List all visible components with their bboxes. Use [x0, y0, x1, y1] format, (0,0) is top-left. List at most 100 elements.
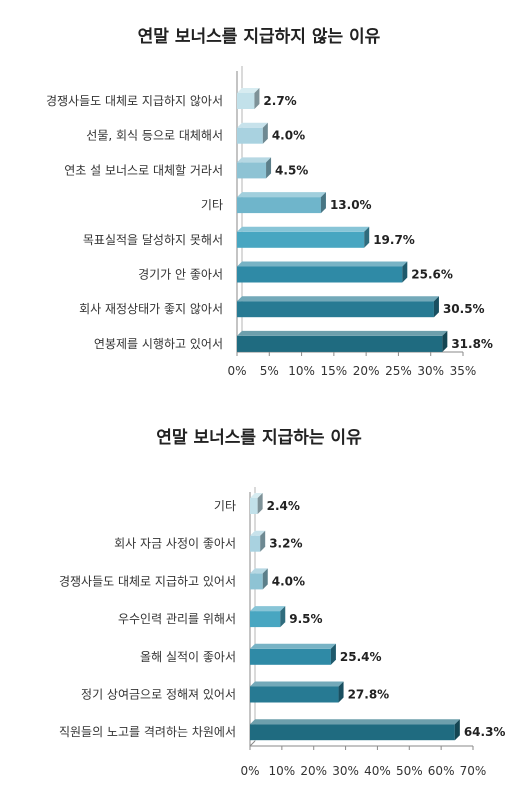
bar-front — [250, 724, 455, 741]
value-label: 30.5% — [443, 302, 485, 316]
bar-side — [254, 88, 260, 109]
x-tick-label: 25% — [385, 364, 412, 378]
bar — [250, 530, 266, 552]
bar-top — [237, 261, 408, 267]
bar — [237, 122, 268, 144]
category-label: 선물, 회식 등으로 대체해서 — [86, 129, 223, 143]
bar-top — [250, 493, 263, 498]
value-label: 2.4% — [267, 499, 300, 513]
x-tick-label: 35% — [450, 364, 477, 378]
category-label: 경쟁사들도 대체로 지급하고 있어서 — [59, 574, 236, 588]
x-tick-label: 20% — [300, 764, 327, 778]
category-label: 연초 설 보너스로 대체할 거라서 — [64, 163, 223, 177]
x-tick-label: 0% — [240, 764, 259, 778]
x-tick-label: 15% — [321, 364, 348, 378]
bar-side — [433, 296, 439, 318]
category-label: 회사 자금 사정이 좋아서 — [114, 537, 236, 551]
x-tick-label: 40% — [364, 764, 391, 778]
bar-front — [237, 197, 321, 214]
bar-top — [237, 296, 439, 302]
bar-side — [364, 226, 370, 248]
chart-2: 연말 보너스를 지급하는 이유 0% 10% 20% 30% 40% 50% 60% 70% 기타… — [59, 427, 506, 778]
bar — [237, 88, 260, 109]
value-label: 25.6% — [411, 268, 453, 282]
bar-side — [330, 643, 336, 665]
x-tick-label: 70% — [460, 764, 487, 778]
category-label: 연봉제를 시행하고 있어서 — [94, 336, 223, 351]
bar-top — [250, 568, 268, 574]
value-label: 3.2% — [269, 537, 302, 551]
bar-front — [237, 301, 434, 318]
value-label: 25.4% — [340, 650, 382, 664]
bar-top — [237, 88, 260, 93]
bar — [237, 261, 408, 283]
value-label: 64.3% — [464, 725, 506, 739]
value-label: 19.7% — [373, 233, 415, 247]
value-label: 27.8% — [348, 688, 390, 702]
bar-front — [250, 686, 339, 703]
value-label: 2.7% — [263, 94, 296, 108]
bar-top — [250, 530, 266, 536]
bar — [237, 226, 370, 248]
bar-top — [250, 681, 344, 687]
chart-title: 연말 보너스를 지급하지 않는 이유 — [138, 26, 381, 47]
value-label: 4.0% — [272, 574, 305, 588]
category-label: 직원들의 노고를 격려하는 차원에서 — [59, 725, 236, 739]
bar-top — [250, 643, 336, 649]
bar-side — [280, 606, 286, 628]
bar-front — [250, 611, 281, 628]
bar-side — [262, 122, 268, 144]
bar-top — [250, 606, 286, 612]
bar — [237, 296, 439, 318]
bar — [250, 606, 286, 628]
bar-side — [266, 157, 272, 179]
x-tick-label: 10% — [269, 764, 296, 778]
bar-side — [262, 568, 268, 590]
category-label: 우수인력 관리를 위해서 — [118, 612, 236, 626]
bar-front — [237, 162, 267, 179]
category-label: 목표실적을 달성하지 못해서 — [83, 233, 223, 247]
category-label: 회사 재정상태가 좋지 않아서 — [79, 302, 223, 316]
bar-front — [237, 93, 255, 109]
bar — [250, 643, 336, 665]
bar-side — [257, 493, 263, 514]
value-label: 13.0% — [330, 198, 372, 212]
x-tick-label: 60% — [428, 764, 455, 778]
x-tick-label: 30% — [417, 364, 444, 378]
bar — [250, 719, 460, 741]
value-label: 31.8% — [451, 337, 493, 351]
bar-top — [237, 330, 448, 336]
category-label: 정기 상여금으로 정해져 있어서 — [81, 688, 236, 702]
bar-side — [260, 530, 266, 552]
category-label: 경기가 안 좋아서 — [138, 268, 223, 282]
bar-top — [237, 122, 268, 128]
bar-front — [250, 648, 331, 665]
bar — [237, 192, 326, 214]
bar-side — [402, 261, 408, 283]
chart-1: 연말 보너스를 지급하지 않는 이유 0% 5% 10% 15% 20% 25% 30% 35%… — [46, 26, 493, 378]
bar-side — [320, 192, 326, 214]
bar-side — [338, 681, 344, 703]
category-label: 경쟁사들도 대체로 지급하지 않아서 — [46, 94, 223, 108]
bar — [237, 330, 448, 352]
bar-top — [237, 226, 370, 232]
x-tick-label: 50% — [396, 764, 423, 778]
bar-front — [237, 127, 263, 144]
bar-top — [237, 157, 272, 163]
bar-side — [442, 330, 448, 352]
bar-side — [454, 719, 460, 741]
bar-front — [250, 535, 261, 552]
bar — [250, 568, 268, 590]
chart-title: 연말 보너스를 지급하는 이유 — [156, 427, 362, 448]
bar — [250, 493, 263, 514]
category-label: 기타 — [201, 198, 223, 212]
bar-front — [237, 266, 403, 283]
x-tick-label: 5% — [260, 364, 279, 378]
value-label: 9.5% — [289, 612, 322, 626]
bar-front — [237, 231, 365, 248]
x-tick-label: 0% — [227, 364, 246, 378]
bar — [237, 157, 272, 179]
value-label: 4.0% — [272, 129, 305, 143]
